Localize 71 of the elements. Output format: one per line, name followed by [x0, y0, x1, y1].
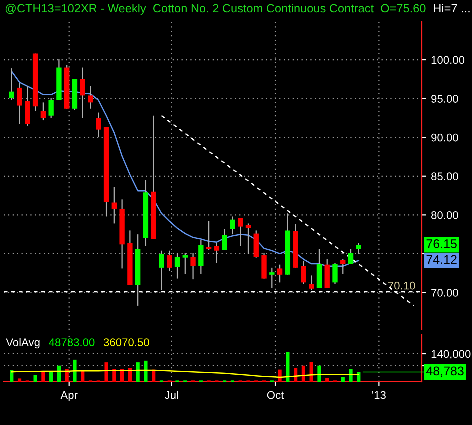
bar	[81, 371, 85, 382]
bar	[18, 378, 22, 382]
annotation: 36070.50	[104, 338, 150, 346]
candlestick	[230, 216, 236, 236]
candlestick	[206, 220, 212, 251]
candlestick	[17, 82, 22, 125]
y-tick-label: 95.00	[432, 95, 458, 103]
candlestick	[254, 230, 259, 258]
candlestick	[167, 250, 172, 272]
candlestick	[308, 275, 314, 291]
candlestick	[262, 252, 267, 280]
chart-title: VolAvg	[6, 338, 40, 349]
bar	[278, 370, 282, 382]
candlestick	[246, 223, 252, 255]
bar	[50, 371, 54, 382]
bar	[341, 377, 345, 382]
candlestick	[112, 186, 118, 224]
candlestick	[80, 67, 86, 119]
candlestick	[159, 250, 164, 291]
y-tick-label: 140,000	[432, 350, 471, 360]
bar	[42, 371, 46, 382]
candlestick	[190, 252, 196, 280]
bar	[65, 369, 69, 382]
candlestick	[88, 86, 94, 110]
candlestick	[324, 258, 330, 289]
x-tick-label: Jul	[164, 391, 178, 400]
annotation: 48783.00	[49, 338, 95, 346]
bar	[144, 360, 148, 382]
annotation: 48,783	[426, 366, 464, 378]
bar	[286, 352, 290, 382]
text: Hi=7 ...	[434, 4, 470, 13]
candlestick	[174, 252, 180, 280]
candlestick	[340, 258, 346, 275]
candlestick	[214, 242, 220, 264]
candlestick	[238, 218, 244, 247]
candlestick	[96, 112, 102, 138]
candlestick	[356, 242, 362, 255]
bar	[294, 368, 298, 382]
x-tick-label: Apr	[60, 391, 78, 402]
x-tick-label: '13	[372, 391, 386, 400]
candlestick	[332, 262, 338, 285]
candlestick	[182, 252, 188, 275]
chart-title: @CTH13=102XR - Weekly Cotton No. 2 Custom Continuous Contract O=75.60	[6, 4, 426, 16]
bar	[10, 370, 14, 382]
x-tick-label: Oct	[267, 391, 284, 400]
bar	[136, 362, 140, 382]
candlestick	[301, 260, 306, 285]
candlestick	[270, 267, 275, 289]
ref-line-label: 70.10	[388, 282, 416, 290]
y-tick-label: 70.00	[432, 289, 458, 297]
y-tick-label: 90.00	[432, 134, 458, 142]
candlestick	[25, 86, 30, 127]
bar	[310, 362, 314, 382]
bar	[73, 360, 77, 382]
text: 74.12	[426, 255, 457, 264]
y-tick-label: 100.00	[432, 56, 465, 64]
bar	[318, 366, 322, 382]
y-tick-label: 80.00	[432, 211, 458, 220]
candlestick	[222, 228, 228, 251]
bar	[57, 366, 62, 382]
text: 76.15	[426, 240, 457, 248]
y-tick-label: 85.00	[432, 172, 458, 181]
candlestick	[348, 248, 354, 265]
candlestick	[9, 68, 14, 101]
bar	[104, 362, 108, 382]
candlestick	[40, 102, 46, 122]
bar	[34, 375, 38, 382]
candlestick	[48, 97, 54, 119]
candlestick	[198, 239, 204, 275]
candlestick	[277, 264, 283, 284]
bar	[326, 378, 330, 382]
